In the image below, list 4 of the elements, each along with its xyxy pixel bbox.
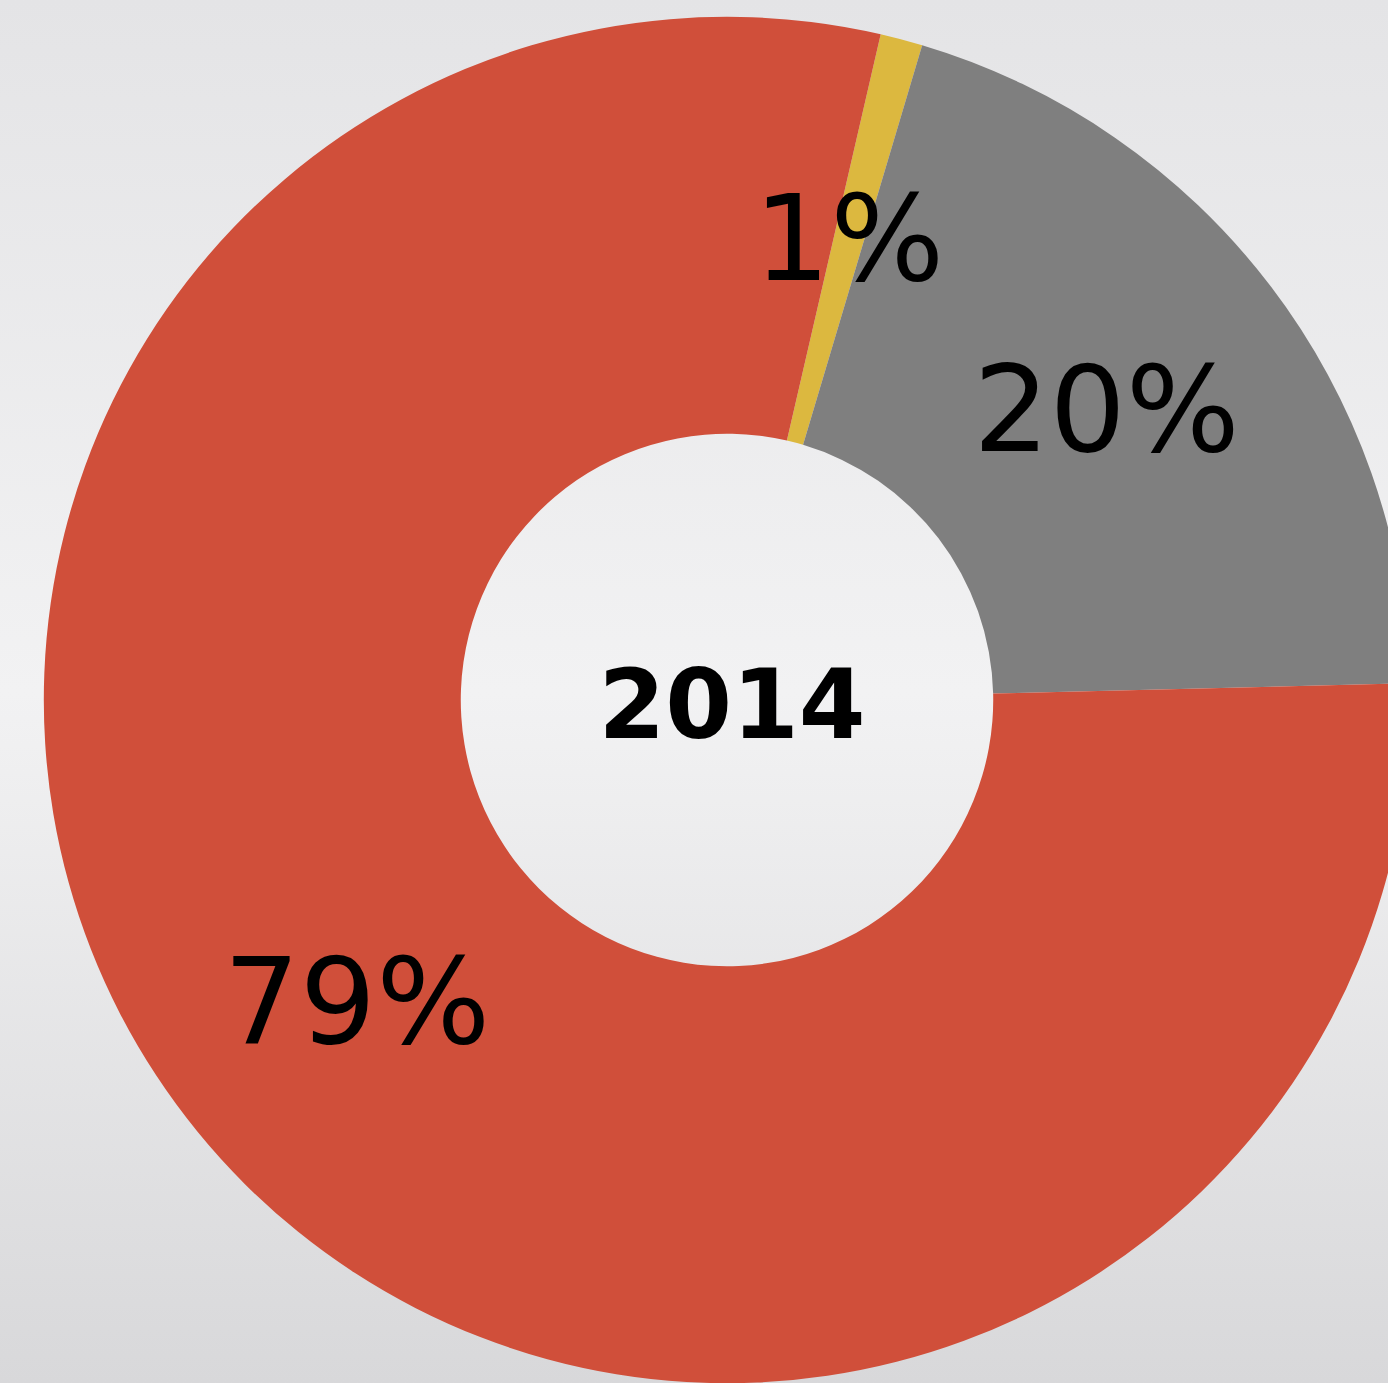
data-label: 20% xyxy=(973,340,1240,480)
data-label: 1% xyxy=(753,168,945,308)
data-label: 79% xyxy=(223,932,491,1072)
text: 2014 xyxy=(598,649,866,761)
